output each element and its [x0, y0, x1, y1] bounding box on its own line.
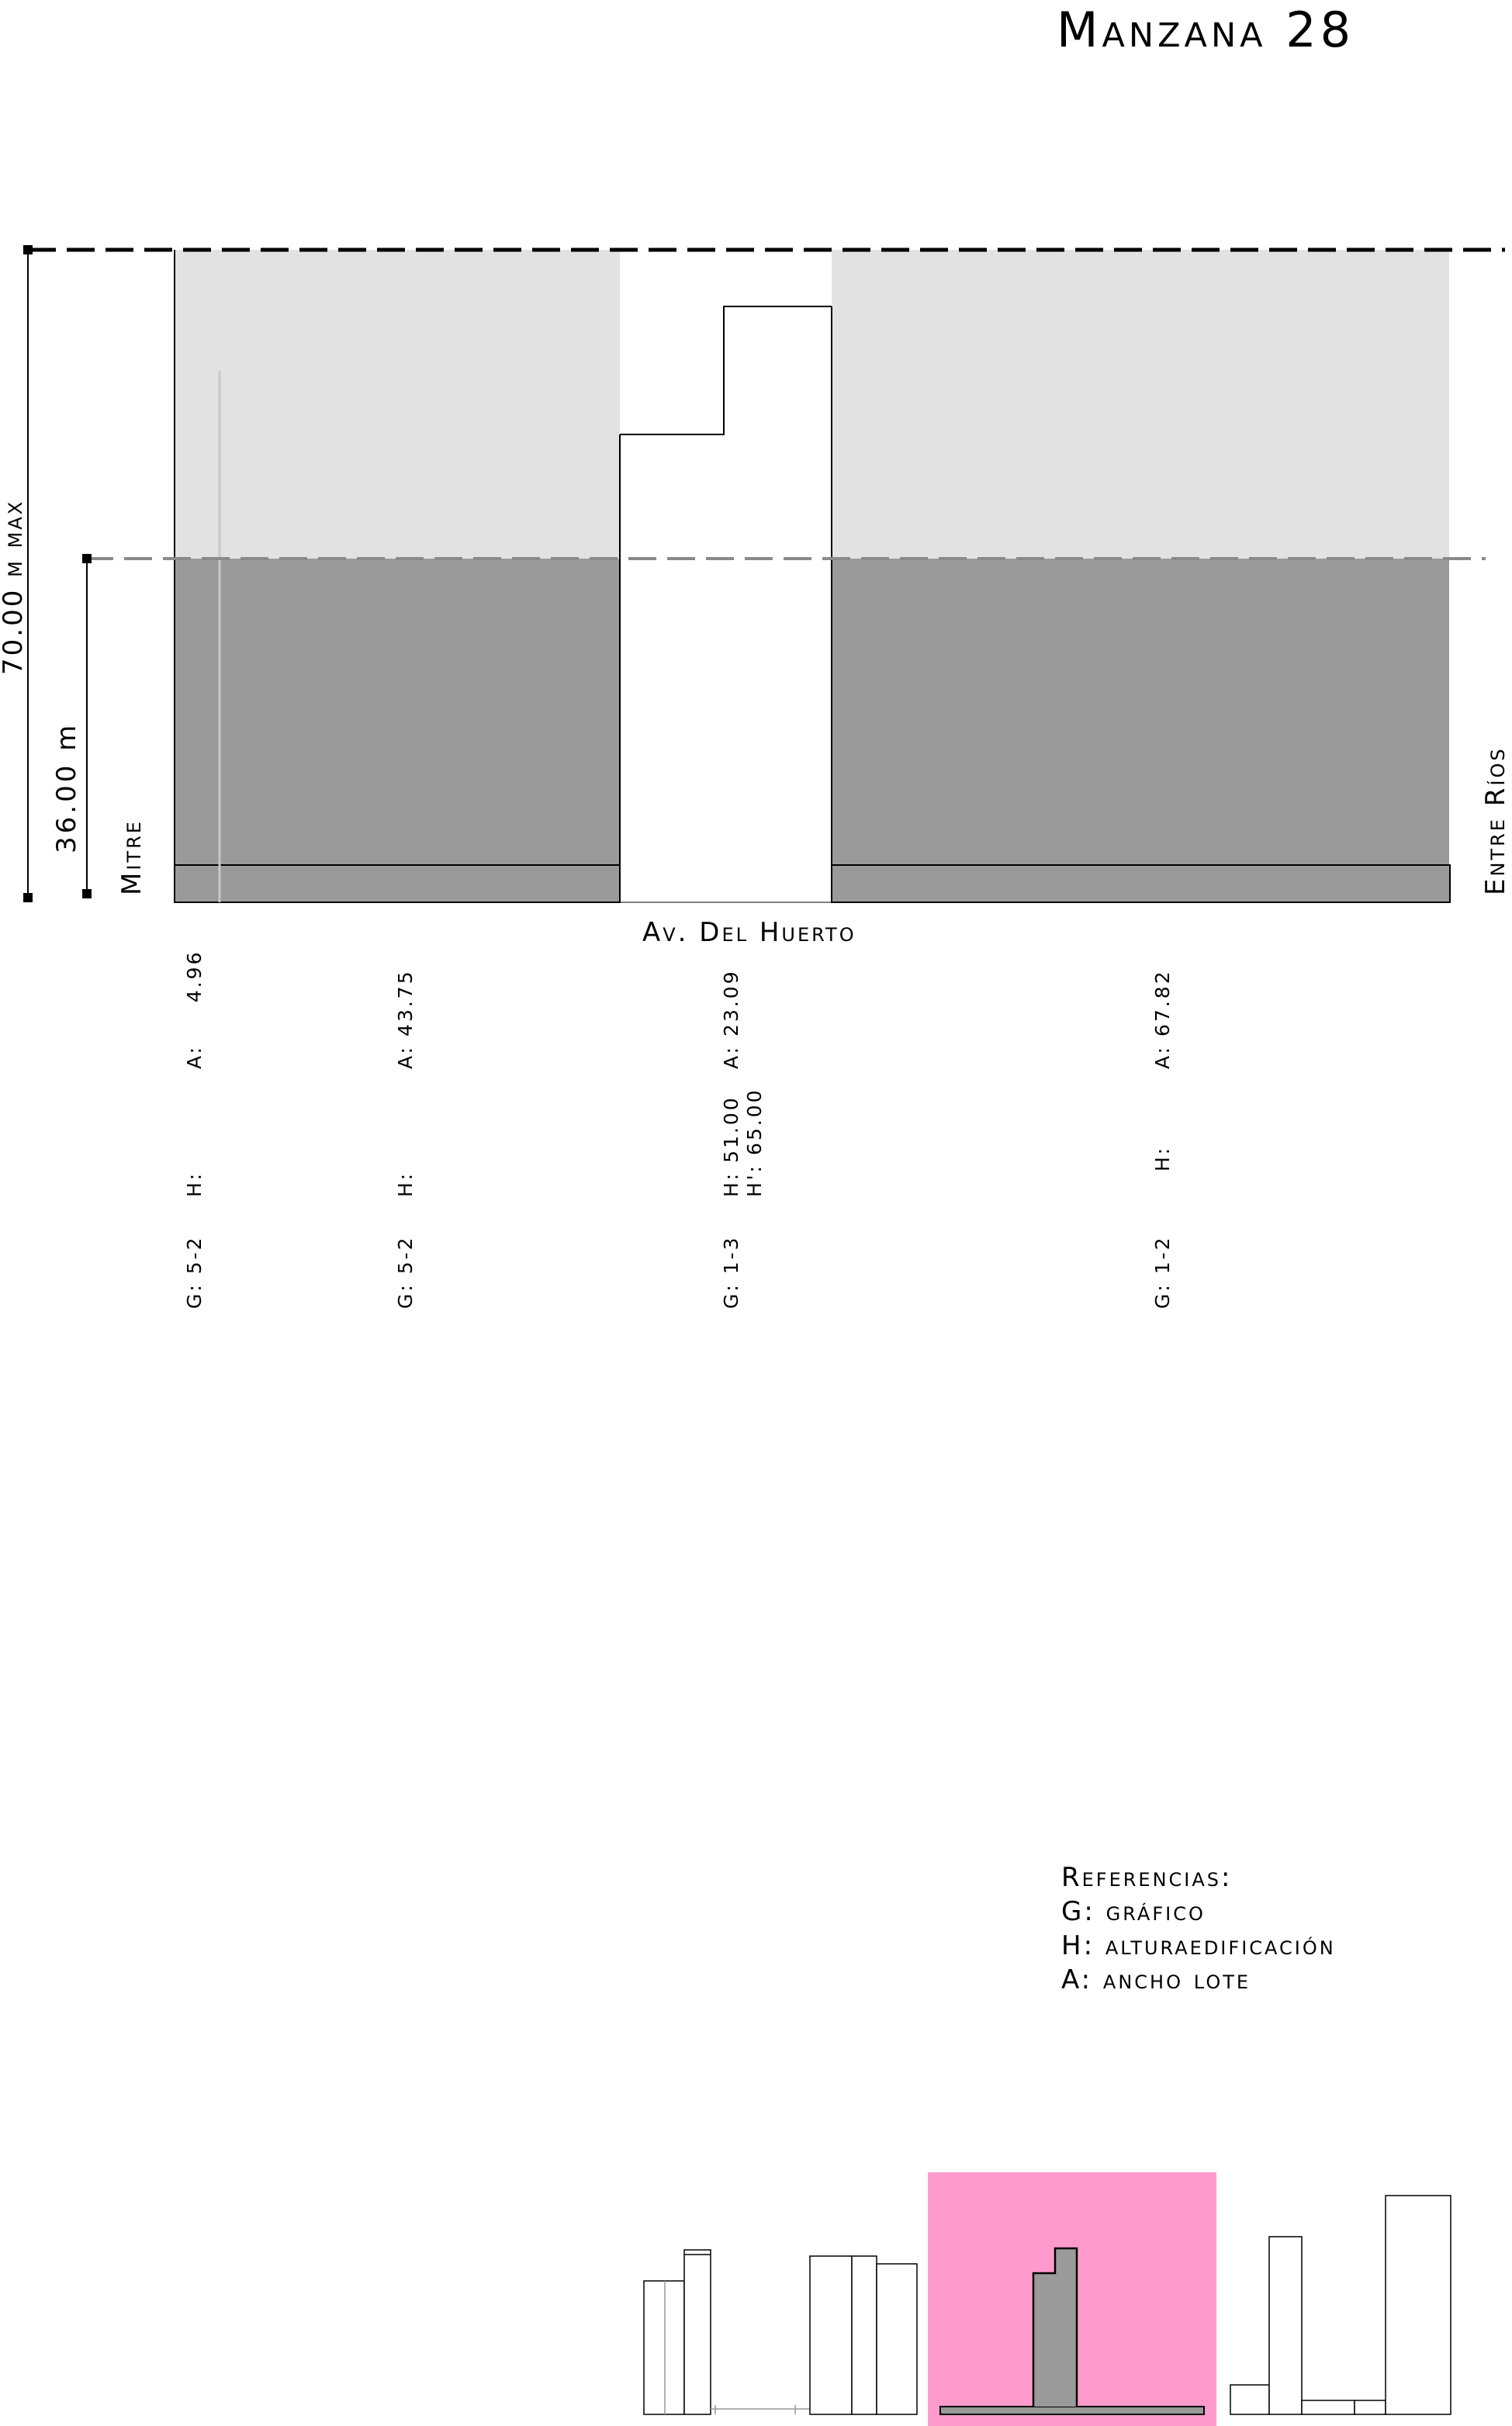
street-label-left: Mitre [116, 819, 147, 895]
lot-3-g: G: 1-3 [720, 1235, 742, 1309]
lot-3-a: A: 23.09 [720, 969, 742, 1069]
legend-item-h: H: alturaedificación [1061, 1930, 1336, 1961]
base-strip-right [831, 864, 1451, 903]
key-map-thumbnail [643, 2172, 1451, 2426]
legend-item-a: A: ancho lote [1061, 1964, 1251, 1995]
street-label-bottom: Av. Del Huerto [642, 917, 856, 948]
max-height-label: 70.00 m max [0, 499, 29, 675]
base-strip-left [174, 864, 621, 903]
legend: Referencias: G: gráfico H: alturaedifica… [1061, 1860, 1336, 1997]
lot-4-g: G: 1-2 [1151, 1235, 1174, 1309]
lower-zone-left [175, 559, 620, 865]
lot-2-a: A: 43.75 [394, 969, 417, 1069]
center-building-profile [620, 306, 832, 435]
lower-zone-right [832, 559, 1449, 865]
lot-2-g: G: 5-2 [394, 1235, 417, 1309]
lot-4-a: A: 67.82 [1151, 969, 1174, 1069]
legend-item-g: G: gráfico [1061, 1896, 1206, 1927]
upper-zone-left [175, 250, 620, 559]
page-title: Manzana 28 [1057, 2, 1355, 58]
lot-4-h: H: [1151, 1145, 1174, 1171]
mid-height-label: 36.00 m [51, 722, 82, 853]
upper-zone-right [832, 250, 1449, 559]
lot-3-h2: H': 65.00 [743, 1088, 766, 1197]
street-label-right: Entre Ríos [1480, 746, 1511, 895]
lot-2-h: H: [394, 1171, 417, 1197]
lot-1-h: H: [183, 1171, 206, 1197]
lot-1-g: G: 5-2 [183, 1235, 206, 1309]
legend-title: Referencias: [1061, 1862, 1233, 1893]
lot-1-a: A: 4.96 [183, 950, 206, 1069]
lot-3-h: H: 51.00 [720, 1095, 742, 1197]
